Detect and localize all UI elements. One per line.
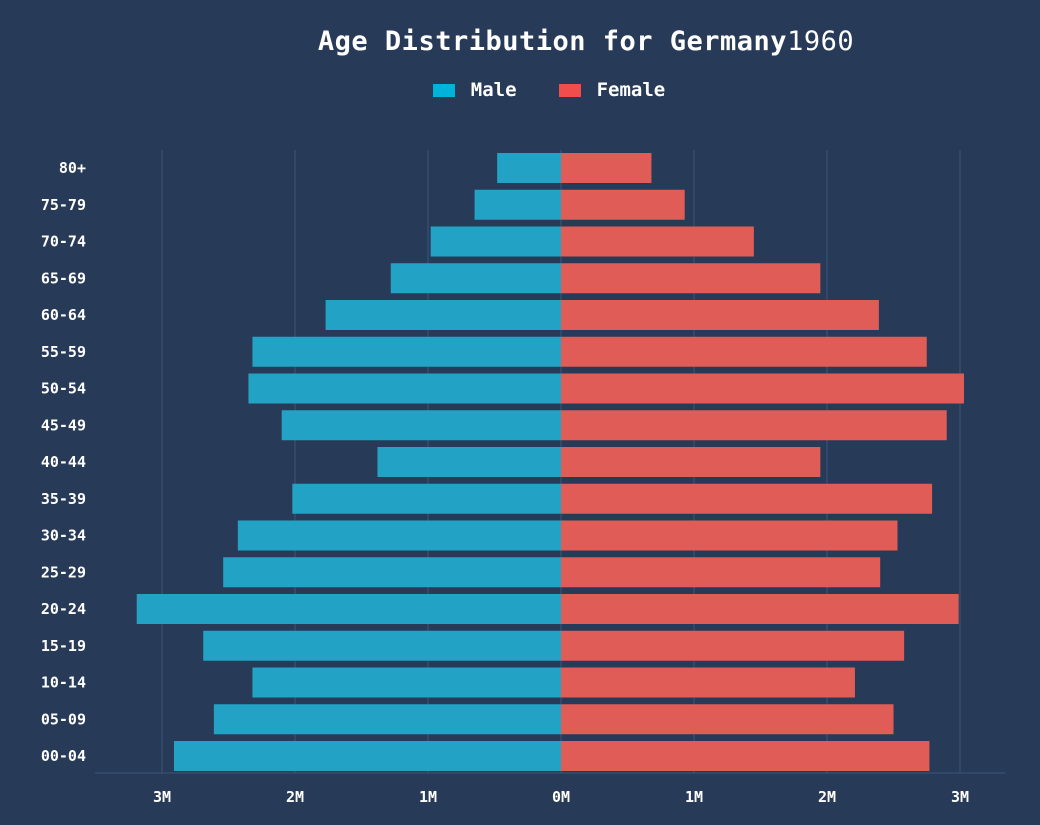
bar-male-20-24 [136,594,562,624]
bar-female-50-54 [561,373,964,404]
bar-female-00-04 [561,741,930,771]
y-tick-label-00-04: 00-04 [41,747,86,765]
bar-male-30-34 [237,520,561,551]
y-tick-label-15-19: 15-19 [41,637,86,655]
x-tick-label-1: 2M [286,788,304,806]
x-tick-label-6: 3M [951,788,969,806]
legend-label-male: Male [470,79,517,101]
y-tick-label-55-59: 55-59 [41,343,86,361]
legend-swatch-male [432,83,455,97]
bar-male-50-54 [248,373,561,404]
y-tick-label-05-09: 05-09 [41,710,86,728]
y-tick-label-10-14: 10-14 [41,674,86,692]
legend-item-male[interactable]: Male [432,79,517,101]
y-tick-label-35-39: 35-39 [41,490,86,508]
y-tick-label-65-69: 65-69 [41,269,86,287]
bar-female-55-59 [561,336,927,367]
legend-swatch-female [558,83,581,97]
bar-male-45-49 [281,410,561,441]
bar-female-75-79 [561,189,685,220]
bar-female-15-19 [561,630,905,661]
legend-label-female: Female [596,79,666,101]
x-tick-label-5: 2M [818,788,836,806]
bar-male-35-39 [292,483,561,514]
bar-male-70-74 [430,226,561,257]
bar-female-40-44 [561,447,821,477]
bar-female-35-39 [561,483,933,514]
bar-male-65-69 [390,263,561,294]
bar-female-70-74 [561,226,754,257]
bar-male-05-09 [213,704,561,735]
chart-title-year: 1960 [787,26,855,57]
legend-item-female[interactable]: Female [558,79,666,101]
x-tick-label-2: 1M [419,788,437,806]
y-tick-label-45-49: 45-49 [41,416,86,434]
legend: Male Female [0,79,1040,101]
bar-female-45-49 [561,410,947,441]
chart-title: Age Distribution for Germany1960 [0,26,1040,57]
y-tick-label-20-24: 20-24 [41,600,86,618]
bar-male-75-79 [474,189,561,220]
y-tick-label-60-64: 60-64 [41,306,86,324]
bar-female-25-29 [561,557,881,588]
bar-male-00-04 [173,741,561,771]
bar-female-05-09 [561,704,894,735]
x-tick-label-4: 1M [685,788,703,806]
bar-male-10-14 [252,667,561,698]
bar-female-30-34 [561,520,898,551]
bar-male-80+ [497,153,561,183]
bar-male-15-19 [203,630,562,661]
bar-male-60-64 [325,300,561,330]
bar-female-80+ [561,153,652,183]
bar-male-55-59 [252,336,561,367]
y-tick-label-75-79: 75-79 [41,196,86,214]
y-tick-label-30-34: 30-34 [41,527,86,545]
x-tick-label-3: 0M [552,788,570,806]
bar-male-40-44 [377,447,561,477]
y-tick-label-25-29: 25-29 [41,563,86,581]
bar-male-25-29 [223,557,561,588]
x-tick-label-0: 3M [153,788,171,806]
chart-title-text: Age Distribution for Germany [317,26,788,57]
bar-female-10-14 [561,667,855,698]
y-tick-label-40-44: 40-44 [41,453,86,471]
bar-female-65-69 [561,263,821,294]
bar-female-20-24 [561,594,959,624]
y-tick-label-50-54: 50-54 [41,380,86,398]
y-tick-label-80+: 80+ [59,159,86,177]
bar-female-60-64 [561,300,879,330]
y-tick-label-70-74: 70-74 [41,233,86,251]
